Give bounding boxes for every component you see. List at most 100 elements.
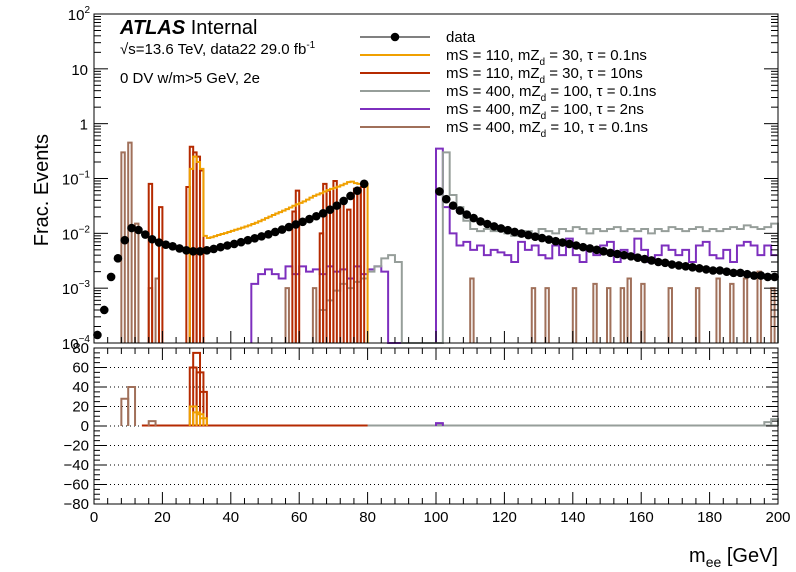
data-point (674, 261, 684, 270)
data-point (448, 201, 458, 210)
data-point (277, 225, 287, 234)
data-point (660, 258, 670, 268)
series-1 (188, 155, 369, 343)
energy-label: √s=13.6 TeV, data22 29.0 fb-1 (120, 40, 316, 58)
data-point (120, 235, 130, 245)
data-point (571, 241, 581, 250)
data-point (284, 222, 294, 232)
data-point (585, 244, 595, 253)
x-axis-title: mee [GeV] (689, 545, 778, 570)
data-point (695, 264, 704, 273)
y-tick-label: 1 (80, 117, 88, 134)
y-tick-label: 40 (72, 379, 89, 396)
data-point (701, 265, 711, 274)
histogram-bin (530, 287, 537, 343)
y-tick-label: 10−2 (62, 224, 91, 243)
y-tick-label: 80 (72, 340, 89, 357)
histogram-bin (742, 277, 749, 343)
selection-label: 0 DV w/m>5 GeV, 2e (120, 70, 260, 87)
data-point (688, 263, 697, 272)
main-x-axis (93, 331, 779, 343)
data-point (524, 230, 533, 240)
histogram-bin (756, 270, 762, 343)
histogram-bin (729, 282, 735, 343)
data-point (113, 254, 123, 263)
data-point (496, 224, 506, 233)
data-point (537, 233, 547, 243)
data-point (606, 248, 615, 258)
y-tick-label: −60 (64, 477, 89, 494)
histogram-bin (294, 189, 301, 343)
data-point (223, 241, 232, 250)
histogram-bin (127, 141, 133, 343)
data-point (654, 257, 663, 267)
ratio-bin (195, 371, 205, 426)
data-point (236, 237, 246, 247)
data-point (551, 236, 560, 246)
y-tick-label: 102 (68, 5, 91, 24)
x-tick-label: 160 (629, 509, 654, 526)
histogram-bin (311, 287, 318, 343)
histogram-bin (147, 182, 154, 343)
ratio-bin (192, 351, 202, 426)
legend-entry: data (360, 29, 476, 46)
histogram-bin (571, 287, 578, 343)
data-point (708, 266, 718, 275)
histogram-bin (339, 202, 345, 343)
x-tick-label: 140 (560, 509, 585, 526)
histogram-bin (715, 277, 721, 343)
ratio-bin (199, 417, 208, 426)
ratio-x-axis: 0 20 40 60 80 100 120 140 160 180 200 (90, 348, 791, 526)
ratio-bin (435, 422, 444, 426)
data-point (530, 232, 540, 241)
y-tick-label: 10−3 (62, 279, 91, 298)
data-point (188, 247, 198, 256)
data-point (312, 211, 321, 221)
data-point (770, 272, 779, 282)
data-point (250, 234, 260, 243)
data-point (667, 260, 677, 269)
data-point (182, 246, 191, 255)
ratio-bin (199, 390, 208, 426)
x-tick-label: 20 (154, 509, 171, 526)
data-point (517, 229, 526, 238)
main-y-axis: 102 10 1 10−1 10−2 10−3 10−4 (62, 5, 778, 353)
y-tick-label: 10−1 (62, 170, 91, 189)
x-tick-label: 80 (359, 509, 376, 526)
y-tick-label: 20 (72, 399, 89, 416)
histogram-bin (134, 222, 140, 343)
data-point (756, 271, 766, 280)
histogram-bin (469, 277, 475, 343)
data-point (626, 252, 636, 261)
histogram-bin (667, 287, 673, 343)
histogram-bin (626, 277, 632, 343)
legend-label: mS = 110, mZd = 30, τ = 0.1ns (446, 47, 647, 68)
histogram-bin (694, 287, 701, 343)
y-tick-label: 10−4 (62, 334, 91, 353)
y-tick-label: 60 (72, 360, 89, 377)
series-5 (120, 141, 776, 343)
histogram-bin (359, 185, 366, 343)
legend-entry: mS = 400, mZd = 100, τ = 2ns (360, 101, 644, 122)
histogram-bin (346, 208, 352, 343)
series-line (318, 151, 779, 344)
data-point (195, 247, 205, 256)
data-point (469, 213, 478, 223)
data-point (565, 239, 574, 249)
legend-label: mS = 400, mZd = 10, τ = 0.1ns (446, 119, 648, 140)
y-axis-title: Frac. Events (31, 134, 53, 246)
histogram-bin (619, 287, 626, 343)
data-point (489, 222, 499, 231)
legend-entry: mS = 400, mZd = 10, τ = 0.1ns (360, 119, 648, 140)
data-point (736, 268, 745, 278)
data-point (749, 271, 759, 280)
data-point (647, 256, 656, 265)
data-point (503, 225, 513, 235)
data-point (359, 179, 369, 189)
data-point (476, 217, 485, 226)
data-point (681, 262, 690, 271)
x-tick-label: 40 (222, 509, 239, 526)
data-point (127, 223, 136, 233)
